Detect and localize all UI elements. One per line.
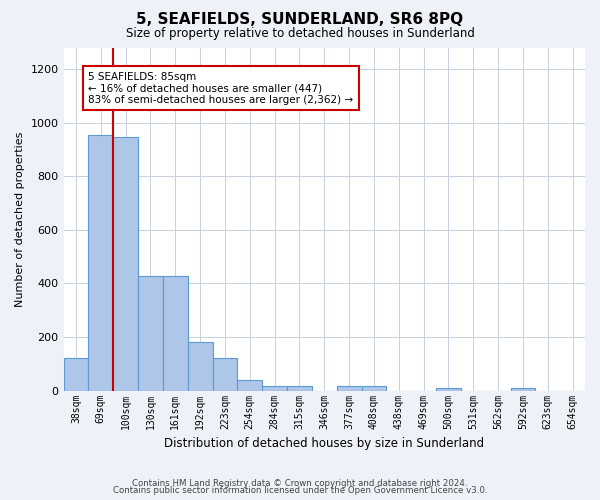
Bar — [238, 380, 262, 390]
Text: 5, SEAFIELDS, SUNDERLAND, SR6 8PQ: 5, SEAFIELDS, SUNDERLAND, SR6 8PQ — [136, 12, 464, 28]
Text: Size of property relative to detached houses in Sunderland: Size of property relative to detached ho… — [125, 28, 475, 40]
Bar — [287, 386, 312, 390]
Bar — [138, 276, 163, 390]
Bar — [212, 358, 238, 390]
X-axis label: Distribution of detached houses by size in Sunderland: Distribution of detached houses by size … — [164, 437, 484, 450]
Bar — [163, 276, 188, 390]
Y-axis label: Number of detached properties: Number of detached properties — [15, 132, 25, 307]
Bar — [113, 136, 138, 390]
Text: Contains public sector information licensed under the Open Government Licence v3: Contains public sector information licen… — [113, 486, 487, 495]
Bar — [262, 386, 287, 390]
Text: Contains HM Land Registry data © Crown copyright and database right 2024.: Contains HM Land Registry data © Crown c… — [132, 478, 468, 488]
Bar — [88, 134, 113, 390]
Bar — [64, 358, 88, 390]
Bar — [511, 388, 535, 390]
Bar — [188, 342, 212, 390]
Bar — [362, 386, 386, 390]
Bar — [337, 386, 362, 390]
Bar — [436, 388, 461, 390]
Text: 5 SEAFIELDS: 85sqm
← 16% of detached houses are smaller (447)
83% of semi-detach: 5 SEAFIELDS: 85sqm ← 16% of detached hou… — [88, 72, 353, 105]
